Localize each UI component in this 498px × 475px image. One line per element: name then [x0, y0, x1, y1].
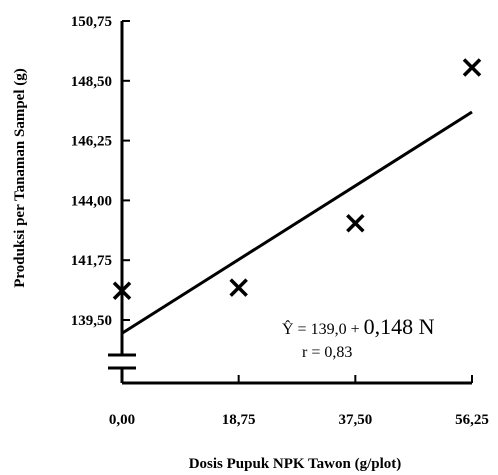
data-point-stroke [112, 281, 132, 301]
regression-equation: Ŷ = 139,0 + 0,148 N [282, 314, 435, 339]
y-axis-title: Produksi per Tanaman Sampel (g) [12, 68, 28, 288]
regression-line [121, 110, 473, 335]
data-point [346, 214, 365, 233]
x-tick-label: 56,25 [455, 412, 489, 428]
x-axis-title: Dosis Pupuk NPK Tawon (g/plot) [189, 456, 402, 472]
data-point-stroke [229, 278, 248, 297]
y-axis-ticks: 139,50 141,75 144,00 146,25 148,50 150,75 [71, 14, 130, 329]
x-tick-label: 37,50 [338, 412, 372, 428]
x-tick-label: 18,75 [222, 412, 256, 428]
x-axis-ticks: 0,00 18,75 37,50 56,25 [109, 375, 489, 428]
data-point [462, 58, 482, 77]
y-tick-label: 141,75 [71, 253, 112, 269]
data-point [229, 278, 248, 297]
data-point-stroke [346, 214, 365, 233]
y-tick-label: 148,50 [71, 74, 112, 90]
y-tick-label: 139,50 [71, 313, 112, 329]
y-tick-label: 144,00 [71, 193, 112, 209]
y-tick-label: 150,75 [71, 14, 112, 30]
regression-equation-prefix: Ŷ = 139,0 + [282, 319, 364, 338]
data-points [112, 58, 482, 301]
y-tick-label: 146,25 [71, 134, 112, 150]
correlation-coefficient: r = 0,83 [302, 344, 352, 361]
data-point-stroke [462, 58, 482, 77]
regression-equation-suffix: 0,148 N [364, 314, 435, 339]
regression-line-group [121, 110, 473, 335]
data-point [112, 281, 132, 301]
x-tick-label: 0,00 [109, 412, 135, 428]
axes [108, 21, 472, 385]
